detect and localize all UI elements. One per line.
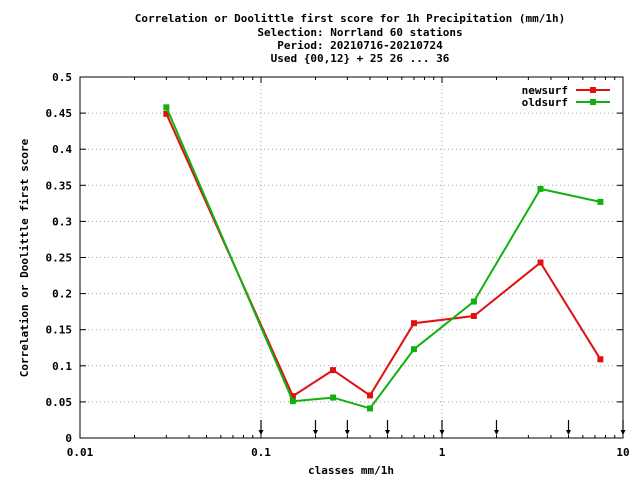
class-marker-arrowhead <box>344 430 350 435</box>
data-point <box>597 356 604 363</box>
data-point <box>163 110 170 117</box>
x-tick-label: 0.1 <box>251 446 271 459</box>
y-axis-label: Correlation or Doolittle first score <box>18 138 31 377</box>
data-point <box>410 346 417 353</box>
y-tick-label: 0.35 <box>46 179 73 192</box>
series-newsurf <box>163 110 604 400</box>
legend-marker <box>590 99 596 105</box>
x-tick-label: 0.01 <box>67 446 94 459</box>
class-markers <box>258 420 626 435</box>
title-line-1: Correlation or Doolittle first score for… <box>135 12 565 25</box>
data-point <box>537 259 544 266</box>
y-tick-label: 0.5 <box>52 71 72 84</box>
class-marker-arrowhead <box>493 430 499 435</box>
series-line <box>165 113 602 398</box>
x-tick-label: 10 <box>616 446 629 459</box>
data-point <box>366 392 373 399</box>
data-point <box>163 104 170 111</box>
series-oldsurf <box>163 104 604 412</box>
chart-title: Correlation or Doolittle first score for… <box>135 12 565 65</box>
data-point <box>289 393 296 400</box>
y-axis: 0 0.05 0.1 0.15 0.2 0.25 0.3 0.35 0.4 0.45 0.5 <box>46 71 623 445</box>
y-tick-label: 0.15 <box>46 324 73 337</box>
data-point <box>470 298 477 305</box>
class-marker-arrowhead <box>566 430 572 435</box>
y-tick-label: 0.45 <box>46 107 73 120</box>
legend-label: oldsurf <box>522 96 568 109</box>
data-point <box>410 320 417 327</box>
class-marker-arrowhead <box>312 430 318 435</box>
class-marker-arrowhead <box>439 430 445 435</box>
data-point <box>597 198 604 205</box>
y-tick-label: 0.25 <box>46 252 73 265</box>
data-point <box>330 367 337 374</box>
x-axis: 0.01 0.1 1 10 <box>67 77 630 459</box>
legend-entry-newsurf: newsurf <box>522 84 610 97</box>
data-point <box>470 312 477 319</box>
data-point <box>289 398 296 405</box>
grid <box>80 77 623 438</box>
data-point <box>366 405 373 412</box>
title-line-3: Period: 20210716-20210724 <box>277 39 443 52</box>
x-tick-label: 1 <box>439 446 446 459</box>
y-tick-label: 0.3 <box>52 215 72 228</box>
y-tick-label: 0.05 <box>46 396 73 409</box>
series-line <box>165 106 601 410</box>
data-point <box>330 394 337 401</box>
legend-label: newsurf <box>522 84 568 97</box>
class-marker-arrowhead <box>385 430 391 435</box>
class-marker-arrowhead <box>620 430 626 435</box>
y-tick-label: 0.4 <box>52 143 72 156</box>
title-line-4: Used {00,12} + 25 26 ... 36 <box>271 52 450 65</box>
x-axis-label: classes mm/1h <box>308 464 394 477</box>
legend-entry-oldsurf: oldsurf <box>522 96 610 109</box>
data-point <box>537 185 544 192</box>
legend-marker <box>590 87 596 93</box>
class-marker-arrowhead <box>258 430 264 435</box>
series-layer <box>163 104 604 412</box>
y-tick-label: 0.1 <box>52 360 72 373</box>
y-tick-label: 0 <box>65 432 72 445</box>
title-line-2: Selection: Norrland 60 stations <box>257 26 462 39</box>
y-tick-label: 0.2 <box>52 288 72 301</box>
